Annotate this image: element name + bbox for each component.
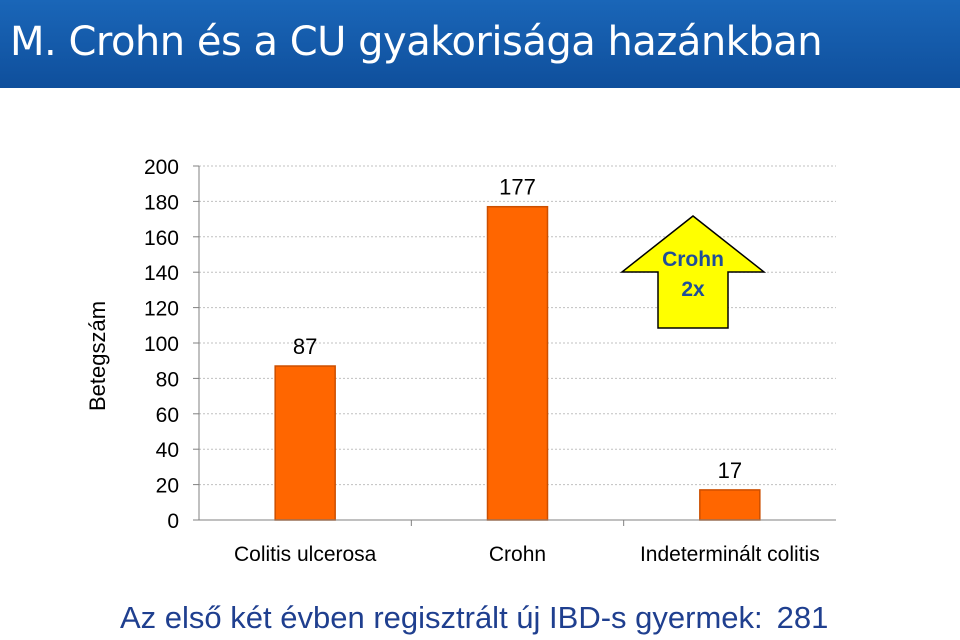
data-label: 87 [293,334,317,359]
data-label: 17 [718,458,742,483]
bar-indeterminált-colitis [699,489,761,521]
x-category-label: Crohn [489,543,546,566]
crohn-callout-arrow: Crohn 2x [619,215,767,329]
y-tick-label: 80 [156,368,179,391]
callout-line-2: 2x [681,278,705,301]
y-tick-label: 160 [144,227,179,250]
x-category-label: Indeterminált colitis [640,543,820,566]
footer-summary: Az első két évben regisztrált új IBD-s g… [120,598,950,638]
bar-colitis-ulcerosa [274,365,336,521]
x-category-label: Colitis ulcerosa [234,543,377,566]
y-tick-label: 200 [144,156,179,179]
footer-total: 281 [776,600,829,635]
callout-line-1: Crohn [662,248,724,271]
y-tick-label: 40 [156,439,179,462]
y-tick-label: 100 [144,333,179,356]
footer-text: Az első két évben regisztrált új IBD-s g… [120,600,763,635]
y-tick-label: 60 [156,404,179,427]
y-tick-label: 20 [156,475,179,498]
bar-crohn [486,205,549,521]
y-tick-label: 0 [167,510,179,533]
data-label: 177 [499,175,536,200]
y-tick-label: 180 [144,191,179,214]
up-arrow-icon [619,215,767,329]
y-tick-label: 120 [144,298,179,321]
slide-header: M. Crohn és a CU gyakorisága hazánkban [0,0,960,88]
y-tick-label: 140 [144,262,179,285]
slide-title: M. Crohn és a CU gyakorisága hazánkban [10,19,823,65]
